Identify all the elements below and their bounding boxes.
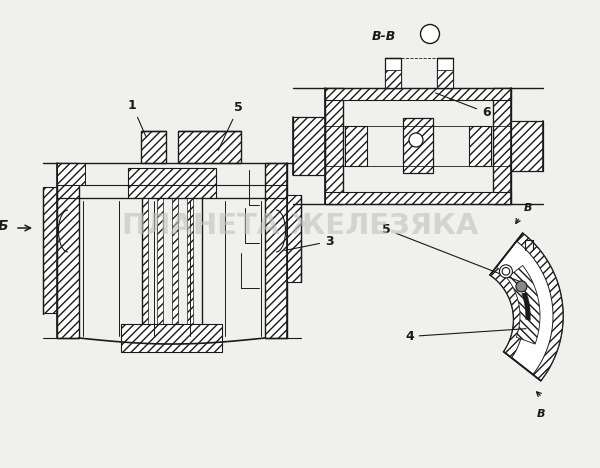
Text: В-В: В-В [372,30,396,43]
Bar [437,58,453,88]
Text: 5: 5 [382,223,519,281]
Polygon shape [490,233,563,380]
Bar [385,58,401,88]
Text: ПЛАНЕТА ЖЕЛЕЗЯКА: ПЛАНЕТА ЖЕЛЕЗЯКА [122,212,478,240]
Text: 1: 1 [128,99,146,137]
Bar [437,70,453,88]
Bar [141,131,166,163]
Circle shape [499,265,512,278]
Circle shape [502,268,510,275]
Bar [157,198,163,324]
Text: 6: 6 [436,93,491,119]
Bar [57,163,79,338]
Bar [469,126,491,166]
Bar [121,324,223,352]
Circle shape [516,281,527,292]
Circle shape [409,133,423,147]
Bar [325,192,511,204]
Bar [293,117,325,175]
Bar [511,121,543,171]
Bar [142,198,148,324]
Text: Б: Б [0,219,8,233]
Bar [385,70,401,88]
Bar [57,163,85,185]
Bar [172,198,178,324]
Bar [187,198,193,324]
Circle shape [421,24,439,44]
Bar [265,163,287,338]
Polygon shape [490,267,524,358]
Text: В: В [537,410,545,419]
Polygon shape [507,265,540,344]
Text: 5: 5 [218,101,243,151]
Text: 4: 4 [405,329,526,343]
Bar [345,126,367,166]
Bar [325,88,343,204]
Bar [43,188,57,314]
Bar [287,195,301,282]
Bar [178,131,241,163]
Bar [493,88,511,204]
Text: 3: 3 [285,235,334,250]
Bar [128,168,216,198]
Polygon shape [517,233,563,380]
Text: В: В [524,203,533,213]
Bar [325,88,511,100]
Bar [403,118,433,174]
